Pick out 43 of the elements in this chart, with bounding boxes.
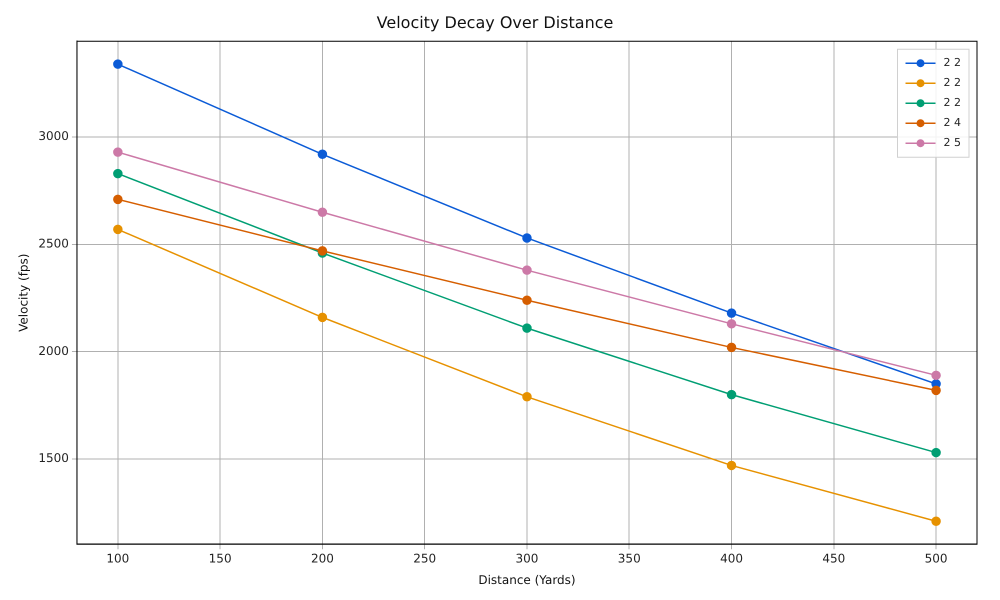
y-axis-title: Velocity (fps) [16,254,30,332]
point [522,392,532,402]
point [318,150,328,160]
legend-label: 2 4 [944,116,962,130]
x-tick-label: 450 [822,552,846,566]
legend-label: 2 2 [944,56,962,70]
point [113,59,123,69]
point [318,207,328,217]
point [113,168,123,178]
point [726,308,736,318]
x-tick-label: 250 [413,552,436,566]
legend-label: 2 2 [944,96,962,110]
point [522,295,532,305]
point [931,386,941,396]
point [113,147,123,157]
x-tick-label: 150 [208,552,232,566]
y-tick-label: 1500 [38,451,69,466]
point [522,233,532,243]
point [726,460,736,470]
y-tick-label: 2000 [38,344,69,358]
x-axis-title: Distance (Yards) [478,572,576,587]
legend-label: 2 5 [944,136,962,150]
point [113,194,123,204]
x-tick-label: 500 [924,552,948,566]
x-tick-label: 100 [106,552,130,566]
point [318,312,328,322]
point [726,342,736,352]
y-tick-label: 2500 [38,236,69,251]
y-tick-label: 3000 [38,129,69,144]
point [931,370,941,380]
x-tick-label: 300 [516,552,538,566]
point [726,390,736,400]
point [522,323,532,333]
point [522,265,532,275]
point [931,516,941,526]
point [726,319,736,329]
point [113,224,123,234]
x-tick-label: 200 [310,552,334,566]
legend-label: 2 2 [944,76,962,90]
x-tick-label: 350 [618,552,641,566]
chart-title: Velocity Decay Over Distance [376,12,614,32]
point [931,448,941,458]
x-tick-label: 400 [720,552,743,566]
